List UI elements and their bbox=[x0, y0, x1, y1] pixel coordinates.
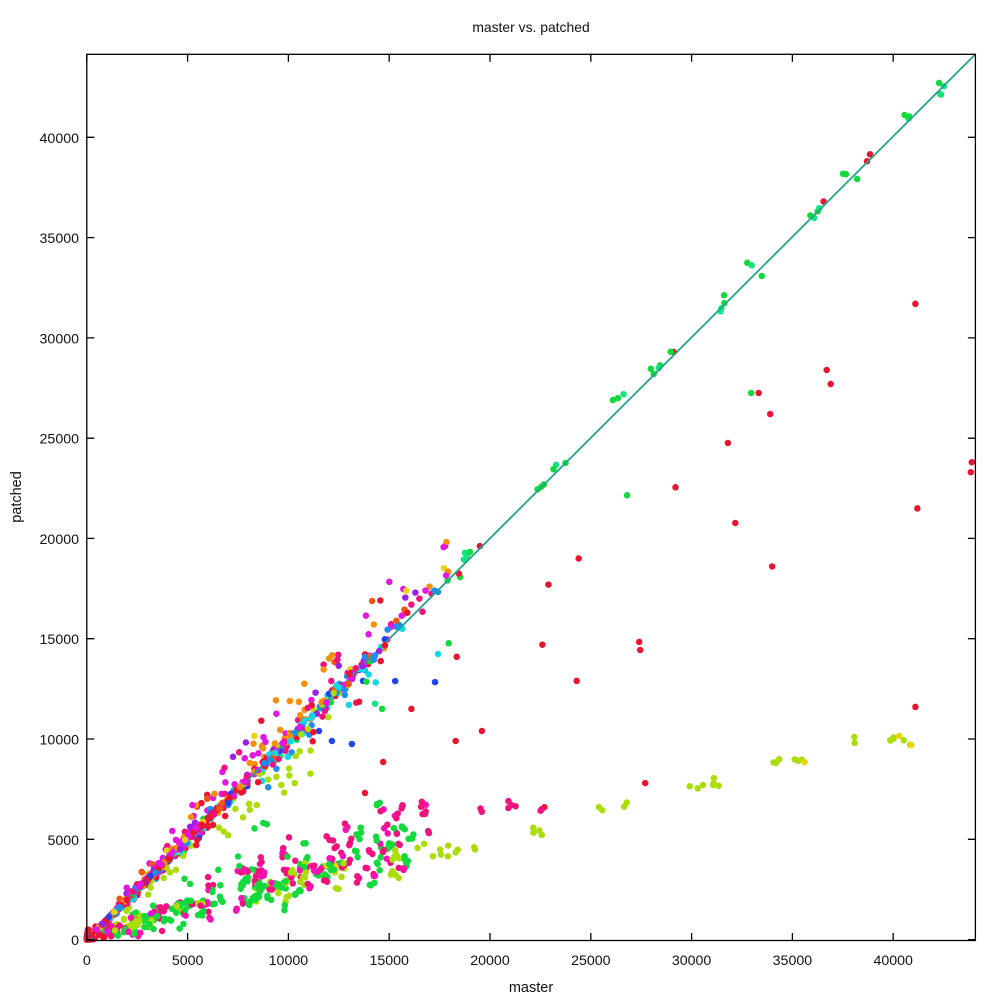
svg-text:15000: 15000 bbox=[40, 632, 80, 648]
svg-text:30000: 30000 bbox=[40, 331, 80, 347]
svg-text:15000: 15000 bbox=[369, 953, 409, 969]
svg-text:master vs. patched: master vs. patched bbox=[472, 19, 589, 35]
svg-text:0: 0 bbox=[83, 953, 91, 969]
svg-text:20000: 20000 bbox=[470, 953, 510, 969]
svg-text:35000: 35000 bbox=[773, 953, 813, 969]
svg-text:5000: 5000 bbox=[172, 953, 204, 969]
svg-text:35000: 35000 bbox=[40, 231, 80, 247]
svg-text:10000: 10000 bbox=[40, 733, 80, 749]
svg-text:0: 0 bbox=[71, 933, 79, 949]
svg-text:10000: 10000 bbox=[269, 953, 309, 969]
svg-text:20000: 20000 bbox=[40, 532, 80, 548]
svg-text:25000: 25000 bbox=[571, 953, 611, 969]
svg-text:30000: 30000 bbox=[672, 953, 712, 969]
svg-text:master: master bbox=[509, 980, 553, 996]
svg-text:patched: patched bbox=[9, 471, 25, 523]
svg-text:25000: 25000 bbox=[40, 432, 80, 448]
svg-text:40000: 40000 bbox=[40, 131, 80, 147]
svg-text:5000: 5000 bbox=[47, 833, 79, 849]
svg-text:40000: 40000 bbox=[873, 953, 913, 969]
